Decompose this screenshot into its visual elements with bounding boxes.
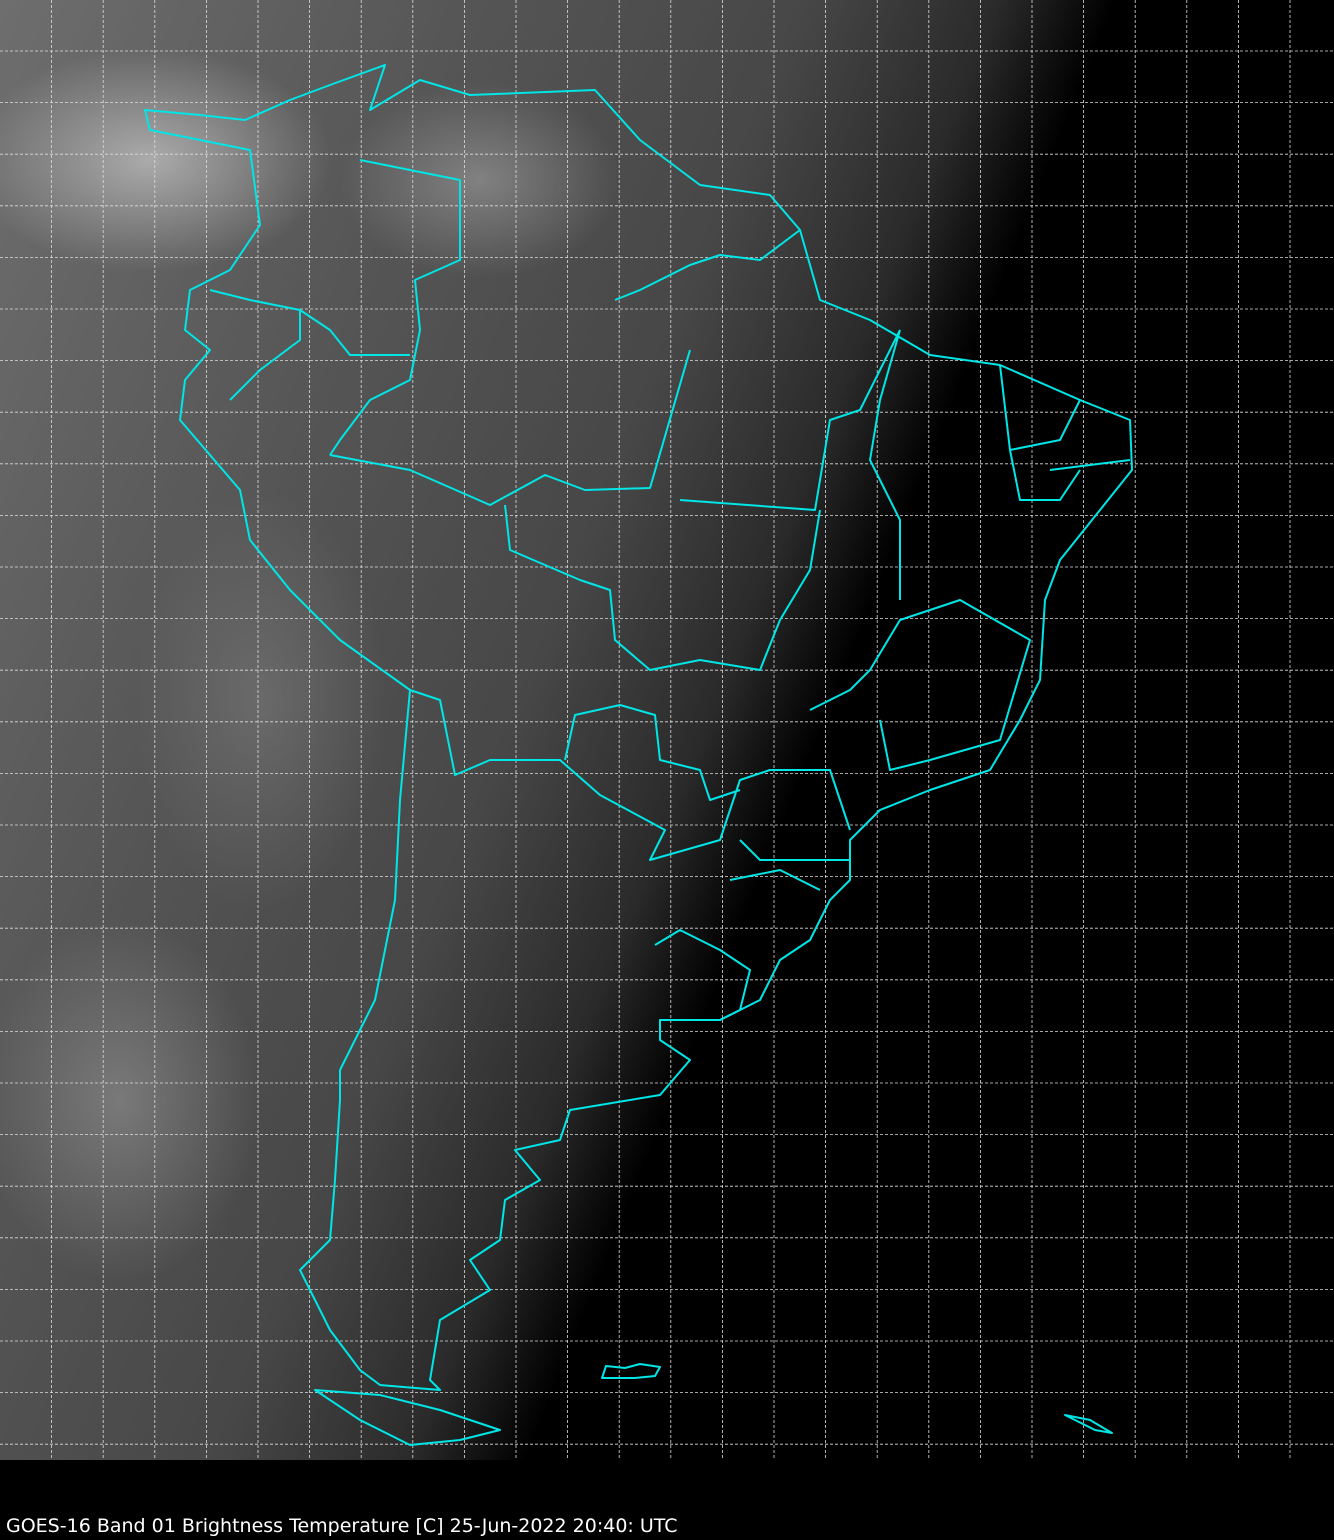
satellite-image [0,0,1334,1460]
falkland-islands [601,1363,661,1379]
image-caption: GOES-16 Band 01 Brightness Temperature [… [6,1515,678,1537]
country-borders [144,64,1133,1446]
internal-borders [209,159,1131,1021]
tierra-del-fuego [314,1389,501,1446]
continent-coastline [144,64,1133,1391]
caption-bar: GOES-16 Band 01 Brightness Temperature [… [0,1460,1334,1540]
south-georgia [1064,1414,1113,1434]
